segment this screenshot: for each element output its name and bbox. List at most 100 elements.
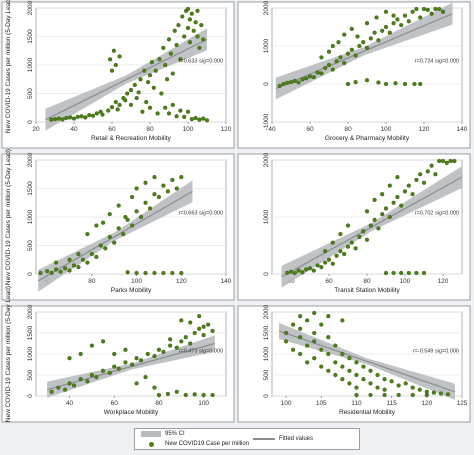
data-point — [134, 209, 139, 214]
data-point — [326, 257, 332, 262]
data-point — [117, 54, 122, 59]
data-point — [54, 267, 59, 272]
data-point — [130, 362, 135, 367]
data-point — [364, 21, 370, 26]
data-point — [143, 375, 148, 380]
data-point — [336, 40, 341, 45]
y-tick-label: 2000 — [263, 0, 270, 15]
correlation-annotation: r=0.633 sig=0.000 — [179, 59, 223, 65]
data-point — [312, 310, 317, 316]
data-point — [399, 203, 404, 208]
data-point — [134, 186, 139, 191]
correlation-annotation: r=0.702 sig=0.000 — [415, 211, 459, 217]
data-point — [159, 91, 164, 96]
data-point — [166, 111, 172, 116]
data-point — [140, 109, 145, 114]
y-axis-label: New COVID-19 Cases per million (5-Day Le… — [5, 149, 12, 285]
chart-panel-5: 0 500 1000 1500 2000 40 60 80 100 Workplace Mobil… — [1, 286, 235, 423]
data-point — [338, 249, 343, 254]
data-point — [391, 21, 396, 26]
data-point — [364, 237, 370, 242]
data-point — [188, 320, 193, 325]
data-point — [319, 71, 324, 76]
data-point — [112, 364, 117, 369]
data-point — [319, 364, 324, 369]
y-tick-label: 500 — [27, 88, 34, 99]
data-point — [345, 244, 351, 249]
data-point — [156, 392, 162, 398]
data-point — [138, 358, 144, 363]
data-point — [168, 337, 173, 342]
data-point — [83, 115, 88, 120]
data-point — [153, 68, 158, 73]
y-tick-label: -1000 — [263, 113, 270, 130]
data-point — [121, 232, 126, 237]
chart-panel-6: 0 500 1000 1500 2000 100 105 110 115 120 125 Reside… — [237, 304, 471, 423]
data-point — [414, 6, 419, 12]
x-axis-label: Parks Mobility — [111, 287, 152, 294]
data-point — [323, 65, 328, 71]
y-tick-label: 2000 — [27, 152, 34, 167]
data-point — [326, 314, 331, 319]
data-point — [376, 38, 381, 43]
y-tick-label: 500 — [27, 369, 34, 380]
x-tick-label: 80 — [363, 278, 371, 285]
x-tick-label: 100 — [381, 126, 392, 133]
data-point — [87, 113, 92, 118]
data-point — [364, 209, 370, 214]
data-point — [174, 345, 179, 350]
y-tick-label: 1500 — [27, 181, 34, 196]
data-point — [147, 105, 153, 110]
data-point — [353, 53, 358, 58]
data-point — [354, 360, 359, 365]
data-point — [326, 49, 332, 54]
data-point — [396, 392, 401, 398]
x-tick-label: 80 — [88, 278, 96, 285]
data-point — [165, 77, 170, 82]
y-tick-label: 1500 — [263, 325, 270, 340]
data-point — [130, 223, 135, 228]
data-point — [49, 270, 54, 275]
data-point — [305, 360, 310, 365]
data-point — [195, 34, 200, 39]
data-point — [383, 206, 389, 211]
data-point — [157, 57, 162, 62]
data-point — [112, 240, 117, 245]
data-point — [345, 51, 351, 56]
data-point — [187, 17, 192, 22]
data-point — [354, 372, 359, 378]
data-point — [355, 34, 360, 39]
data-point — [315, 70, 320, 75]
data-point — [375, 385, 380, 390]
data-point — [312, 330, 317, 336]
x-tick-label: 80 — [146, 126, 154, 133]
data-point — [334, 253, 339, 258]
x-tick-label: 120 — [419, 126, 430, 133]
data-point — [103, 246, 108, 251]
data-point — [418, 15, 423, 20]
data-point — [376, 226, 381, 231]
x-tick-label: 100 — [183, 126, 194, 133]
data-point — [292, 270, 297, 276]
y-tick-label: 0 — [27, 120, 34, 124]
data-point — [361, 364, 366, 369]
data-point — [354, 392, 359, 398]
data-point — [402, 189, 408, 194]
data-point — [143, 180, 148, 185]
data-point — [288, 269, 294, 274]
y-tick-label: 1000 — [27, 346, 34, 361]
data-point — [94, 375, 99, 380]
data-point — [300, 77, 305, 82]
data-point — [402, 81, 408, 87]
data-point — [163, 105, 168, 110]
y-tick-label: 2000 — [27, 0, 34, 15]
data-point — [433, 172, 438, 177]
data-point — [326, 368, 331, 373]
data-point — [330, 261, 335, 266]
data-point — [123, 347, 128, 352]
data-point — [319, 265, 324, 270]
correlation-annotation: r=0.663 sig=0.000 — [179, 211, 223, 217]
data-point — [349, 26, 354, 31]
x-tick-label: 20 — [32, 126, 40, 133]
